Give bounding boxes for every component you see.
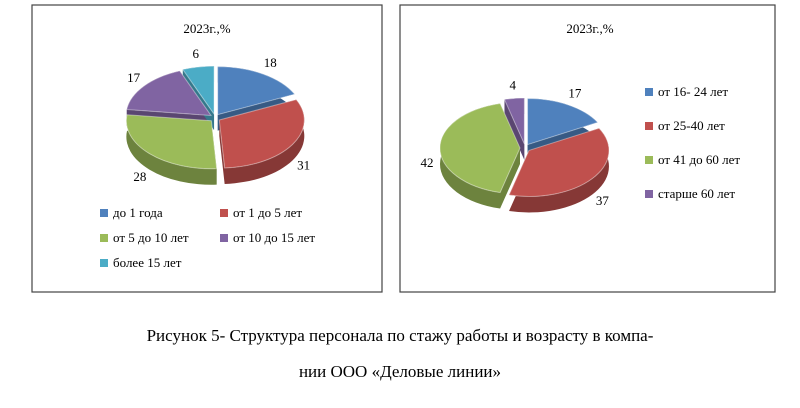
legend: от 16- 24 лет от 25-40 лет от 41 до 60 лет…	[645, 84, 765, 202]
legend-label: от 5 до 10 лет	[113, 230, 189, 245]
charts: 2023г.,% 2023г.,% 18 31 28 17 6 17 37 42 4	[31, 4, 776, 293]
legend-swatch	[645, 122, 653, 130]
pie-slice	[218, 99, 305, 169]
legend-item: от 1 до 5 лет	[220, 205, 340, 221]
legend-label: от 1 до 5 лет	[233, 205, 303, 220]
pie-slice	[217, 66, 296, 116]
legend-item: от 25-40 лет	[645, 118, 765, 134]
pie-slice	[503, 97, 525, 145]
legend: до 1 года от 1 до 5 лет от 5 до 10 лет от 1…	[100, 205, 340, 271]
pie-slice	[125, 114, 218, 170]
data-label: 18	[264, 55, 277, 70]
chart-title: 2023г.,%	[183, 21, 230, 36]
data-label: 28	[133, 169, 146, 184]
legend-item: более 15 лет	[100, 255, 220, 271]
chart-frame	[399, 4, 776, 293]
pie-slice	[439, 102, 521, 194]
legend-swatch	[645, 190, 653, 198]
legend-item: от 10 до 15 лет	[220, 230, 340, 246]
legend-item: от 16- 24 лет	[645, 84, 765, 100]
legend-item: от 41 до 60 лет	[645, 152, 765, 168]
legend-label: от 16- 24 лет	[658, 84, 729, 99]
legend-swatch	[220, 209, 228, 217]
data-label: 17	[568, 86, 582, 101]
caption: нии ООО «Деловые линии»	[298, 362, 502, 381]
legend-swatch	[645, 156, 653, 164]
legend-label: от 10 до 15 лет	[233, 230, 316, 245]
legend-label: старше 60 лет	[658, 186, 736, 201]
legend-label: от 41 до 60 лет	[658, 152, 741, 167]
pie-slice	[527, 98, 599, 146]
caption: Рисунок 5- Структура персонала по стажу …	[146, 326, 654, 345]
legend-swatch	[100, 234, 108, 242]
legend-swatch	[645, 88, 653, 96]
legend-item: старше 60 лет	[645, 186, 765, 202]
pie-slice	[126, 70, 213, 117]
legend-label: от 25-40 лет	[658, 118, 725, 133]
data-label: 42	[421, 155, 434, 170]
pie-slice	[508, 127, 610, 197]
legend-label: более 15 лет	[113, 255, 182, 270]
chart-frame	[31, 4, 383, 293]
data-label: 4	[509, 77, 516, 92]
data-label: 31	[297, 158, 310, 173]
data-label: 17	[127, 70, 141, 85]
chart-title: 2023г.,%	[566, 21, 613, 36]
data-label: 37	[596, 193, 610, 208]
legend-item: от 5 до 10 лет	[100, 230, 220, 246]
legend-item: до 1 года	[100, 205, 220, 221]
data-label: 6	[192, 46, 199, 61]
legend-swatch	[220, 234, 228, 242]
legend-swatch	[100, 259, 108, 267]
pie-slice	[181, 65, 215, 116]
legend-swatch	[100, 209, 108, 217]
legend-label: до 1 года	[113, 205, 163, 220]
